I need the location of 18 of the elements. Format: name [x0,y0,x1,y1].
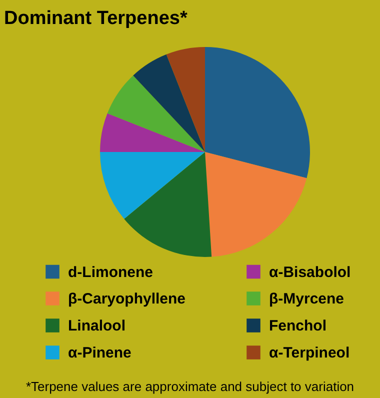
pie-slice [205,152,307,257]
legend-label: α-Terpineol [269,344,350,362]
pie-slice [100,113,205,152]
pie-slice [166,47,205,152]
pie-slice [107,75,205,152]
legend-label: α-Pinene [68,344,132,362]
chart-title: Dominant Terpenes* [4,8,188,29]
legend-label: d-Limonene [68,264,153,281]
pie-slice [205,47,310,178]
legend-label: Linalool [68,318,126,334]
pie-slice [100,152,205,219]
text: *Terpene values are approximate and subject to variation [26,379,354,394]
legend-label: Fenchol [269,318,327,334]
legend-label: α-Bisabolol [269,264,351,281]
pie-slice [124,152,212,257]
legend-label: β-Myrcene [269,290,344,308]
legend-label: β-Caryophyllene [68,290,186,308]
pie-slice [133,54,205,152]
